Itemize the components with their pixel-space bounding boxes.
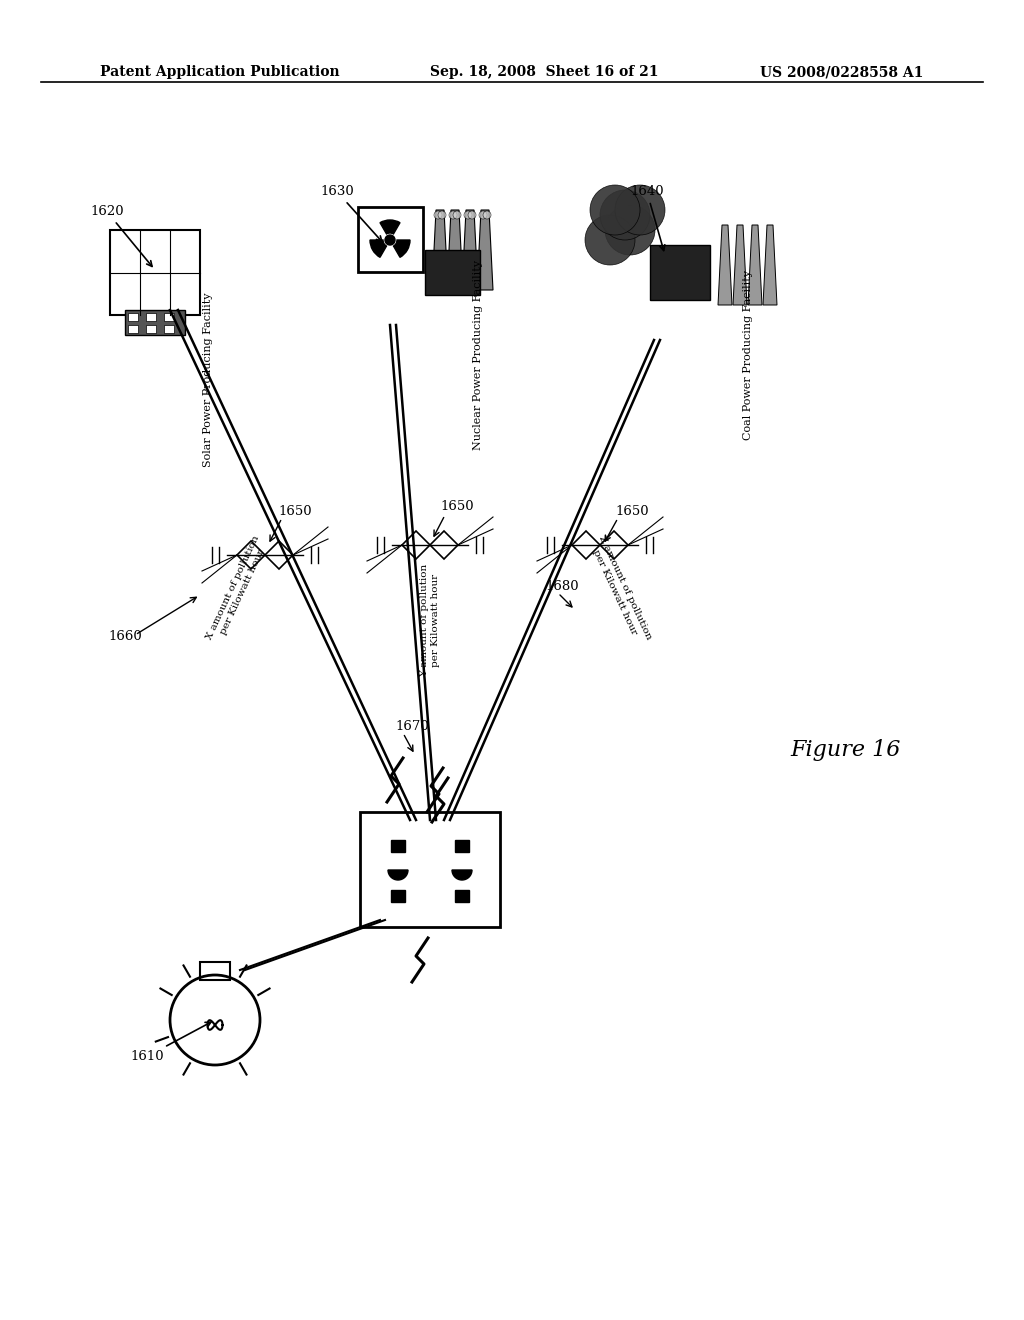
Circle shape bbox=[438, 211, 446, 219]
Circle shape bbox=[453, 211, 461, 219]
Text: 1660: 1660 bbox=[108, 630, 141, 643]
Text: 1630: 1630 bbox=[319, 185, 382, 242]
Polygon shape bbox=[748, 224, 762, 305]
Polygon shape bbox=[447, 210, 463, 290]
Wedge shape bbox=[370, 240, 386, 257]
Text: 1650: 1650 bbox=[615, 506, 648, 517]
Bar bbox=[360, 812, 500, 927]
Polygon shape bbox=[477, 210, 493, 290]
Bar bbox=[425, 249, 480, 294]
Bar bbox=[391, 840, 406, 851]
Bar bbox=[146, 313, 156, 321]
Text: Z amount of pollution
per Kilowatt hour: Z amount of pollution per Kilowatt hour bbox=[587, 535, 653, 645]
Polygon shape bbox=[718, 224, 732, 305]
Text: 1650: 1650 bbox=[278, 506, 311, 517]
Wedge shape bbox=[380, 220, 400, 234]
Text: 1680: 1680 bbox=[545, 579, 579, 593]
Bar bbox=[200, 962, 230, 979]
Bar bbox=[455, 890, 469, 902]
Bar bbox=[128, 313, 138, 321]
Wedge shape bbox=[393, 240, 410, 257]
Text: Y amount of pollution
per Kilowatt hour: Y amount of pollution per Kilowatt hour bbox=[420, 564, 440, 677]
Text: Figure 16: Figure 16 bbox=[790, 739, 900, 762]
Wedge shape bbox=[452, 870, 472, 880]
Circle shape bbox=[585, 215, 635, 265]
Polygon shape bbox=[432, 210, 449, 290]
Circle shape bbox=[605, 205, 655, 255]
Text: Solar Power Producing Facility: Solar Power Producing Facility bbox=[203, 293, 213, 467]
Bar bbox=[110, 230, 200, 315]
Bar bbox=[164, 313, 174, 321]
Wedge shape bbox=[388, 870, 408, 880]
Circle shape bbox=[483, 211, 490, 219]
Circle shape bbox=[385, 235, 395, 246]
Bar bbox=[164, 325, 174, 333]
Text: Sep. 18, 2008  Sheet 16 of 21: Sep. 18, 2008 Sheet 16 of 21 bbox=[430, 65, 658, 79]
Bar bbox=[125, 310, 185, 335]
Bar bbox=[358, 207, 423, 272]
Text: X amount of pollution
per Kilowatt hour: X amount of pollution per Kilowatt hour bbox=[205, 535, 271, 645]
Bar bbox=[146, 325, 156, 333]
Text: 1640: 1640 bbox=[630, 185, 665, 251]
Text: Nuclear Power Producing Facility: Nuclear Power Producing Facility bbox=[473, 260, 483, 450]
Circle shape bbox=[468, 211, 476, 219]
Polygon shape bbox=[462, 210, 478, 290]
Circle shape bbox=[464, 211, 472, 219]
Circle shape bbox=[449, 211, 457, 219]
Bar bbox=[391, 890, 406, 902]
Text: 1620: 1620 bbox=[90, 205, 152, 267]
Bar bbox=[455, 840, 469, 851]
Bar bbox=[650, 246, 710, 300]
Circle shape bbox=[590, 185, 640, 235]
Circle shape bbox=[615, 185, 665, 235]
Text: Patent Application Publication: Patent Application Publication bbox=[100, 65, 340, 79]
Polygon shape bbox=[733, 224, 746, 305]
Text: US 2008/0228558 A1: US 2008/0228558 A1 bbox=[760, 65, 924, 79]
Circle shape bbox=[479, 211, 487, 219]
Text: 1610: 1610 bbox=[130, 1022, 211, 1063]
Text: 1670: 1670 bbox=[395, 719, 429, 733]
Bar bbox=[128, 325, 138, 333]
Text: 1650: 1650 bbox=[440, 500, 474, 513]
Circle shape bbox=[434, 211, 442, 219]
Circle shape bbox=[600, 190, 650, 240]
Text: Coal Power Producing Facility: Coal Power Producing Facility bbox=[743, 271, 753, 440]
Polygon shape bbox=[763, 224, 777, 305]
